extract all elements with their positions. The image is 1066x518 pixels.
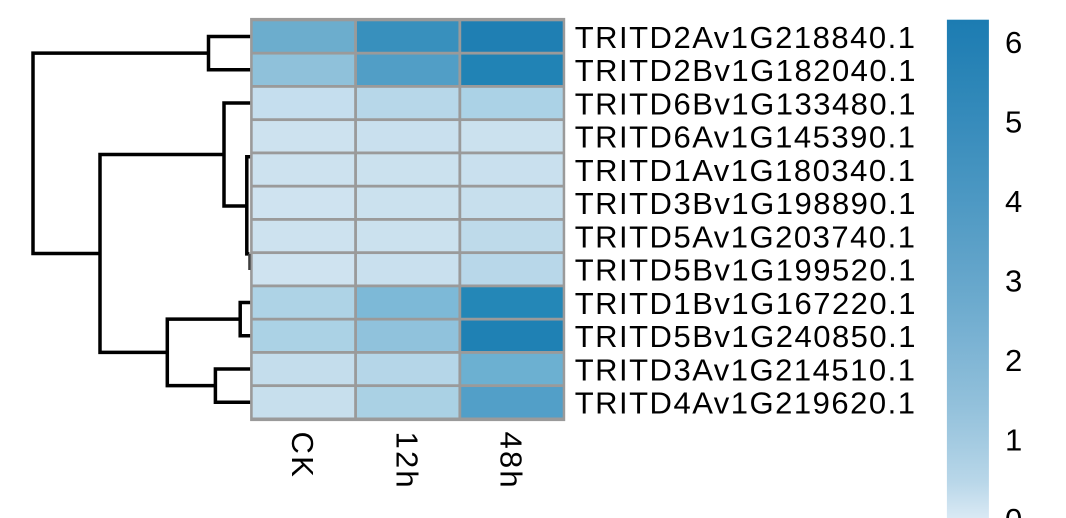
svg-text:TRITD6Av1G145390.1: TRITD6Av1G145390.1 xyxy=(575,120,917,155)
svg-text:TRITD3Av1G214510.1: TRITD3Av1G214510.1 xyxy=(575,352,917,387)
svg-text:6: 6 xyxy=(1005,25,1022,60)
svg-text:TRITD2Av1G218840.1: TRITD2Av1G218840.1 xyxy=(575,20,917,55)
svg-text:TRITD3Bv1G198890.1: TRITD3Bv1G198890.1 xyxy=(575,186,917,221)
svg-text:1: 1 xyxy=(1005,423,1022,458)
svg-text:TRITD6Bv1G133480.1: TRITD6Bv1G133480.1 xyxy=(575,86,917,121)
svg-text:4: 4 xyxy=(1005,184,1022,219)
svg-text:TRITD1Bv1G167220.1: TRITD1Bv1G167220.1 xyxy=(575,286,917,321)
svg-text:2: 2 xyxy=(1005,343,1022,378)
svg-text:12h: 12h xyxy=(389,432,424,490)
svg-text:0: 0 xyxy=(1005,502,1022,518)
svg-text:CK: CK xyxy=(285,432,320,479)
svg-text:TRITD4Av1G219620.1: TRITD4Av1G219620.1 xyxy=(575,386,917,421)
svg-text:5: 5 xyxy=(1005,105,1022,140)
svg-text:TRITD5Av1G203740.1: TRITD5Av1G203740.1 xyxy=(575,219,917,254)
svg-text:TRITD5Bv1G199520.1: TRITD5Bv1G199520.1 xyxy=(575,253,917,288)
svg-text:TRITD5Bv1G240850.1: TRITD5Bv1G240850.1 xyxy=(575,319,917,354)
svg-text:TRITD1Av1G180340.1: TRITD1Av1G180340.1 xyxy=(575,153,917,188)
svg-text:48h: 48h xyxy=(494,432,529,490)
svg-text:3: 3 xyxy=(1005,264,1022,299)
svg-text:TRITD2Bv1G182040.1: TRITD2Bv1G182040.1 xyxy=(575,53,917,88)
